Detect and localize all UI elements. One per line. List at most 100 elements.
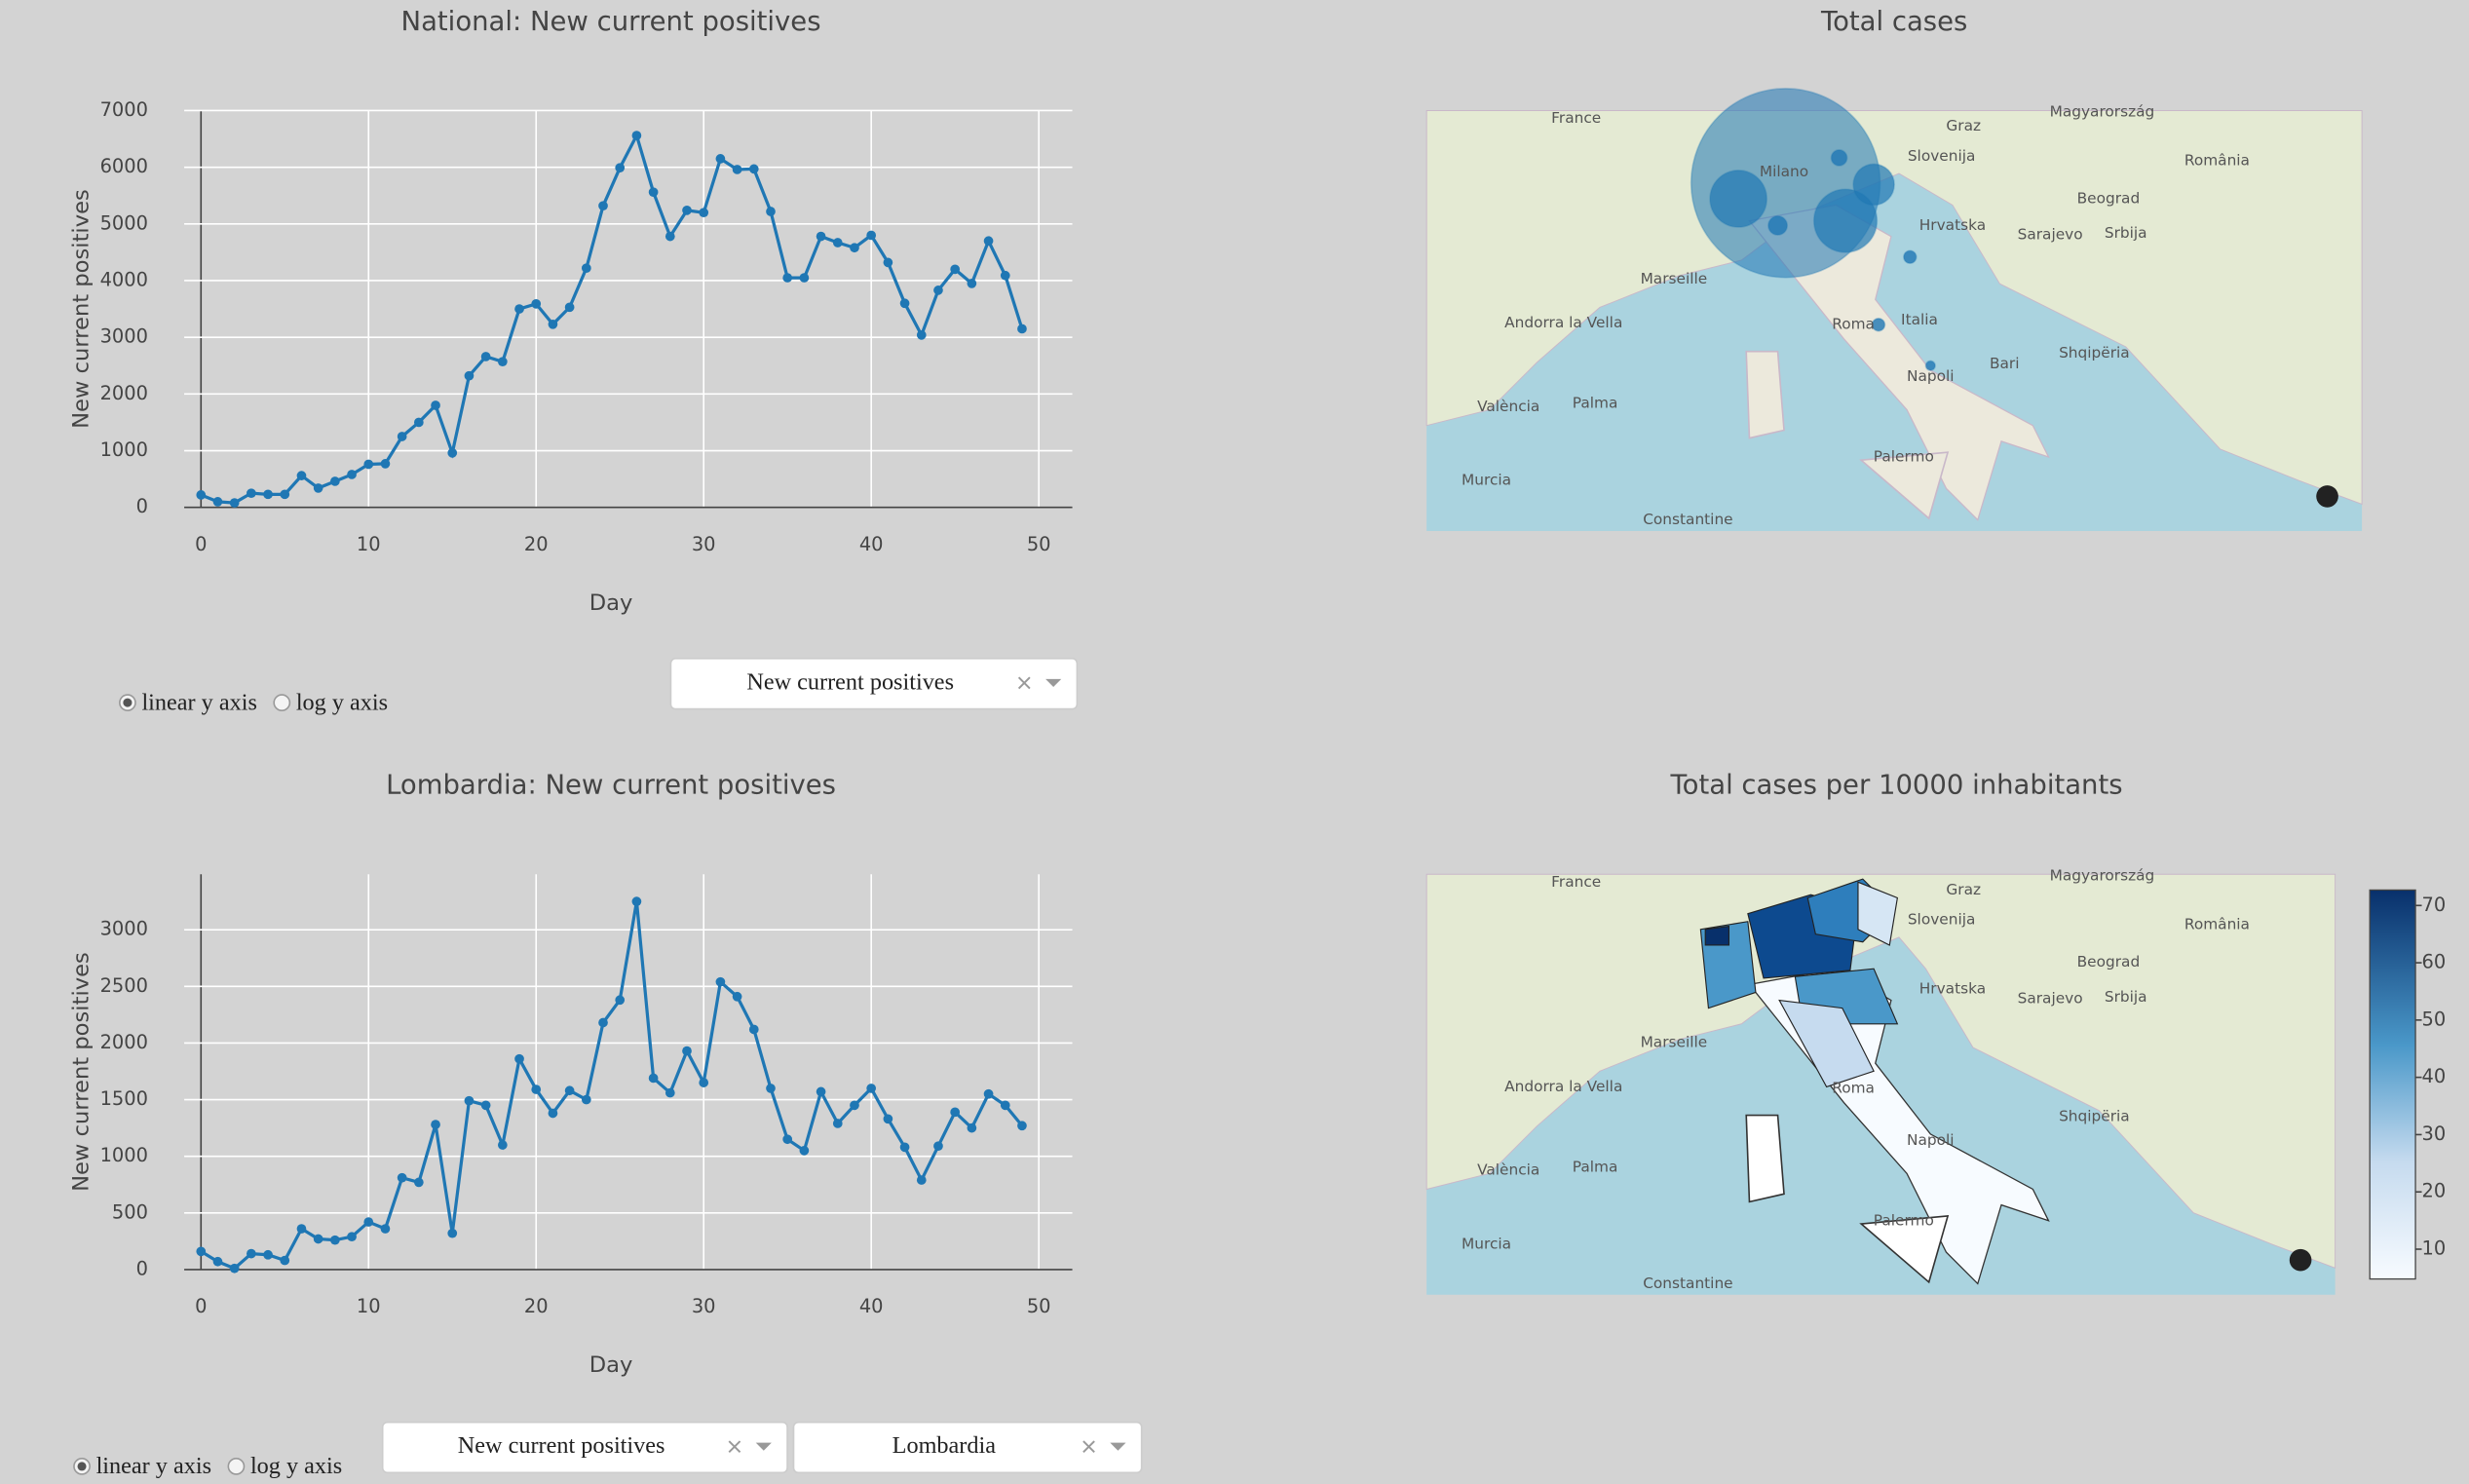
data-point [883,1114,893,1124]
data-point [866,230,877,241]
dropdown[interactable] [669,658,1079,710]
x-tick-label: 10 [357,533,381,555]
data-point [615,163,626,173]
y-tick-label: 2000 [100,382,148,404]
x-tick-label: 40 [859,533,884,555]
data-point [212,1256,223,1267]
map-label: Italia [1901,311,1938,328]
data-point [363,459,374,470]
data-point [581,263,591,274]
map-label: Slovenija [1908,147,1976,165]
radio-button[interactable] [227,1458,246,1475]
x-tick-label: 30 [692,1295,716,1317]
data-point [464,370,475,381]
clear-icon [1017,676,1031,690]
data-point [699,208,709,218]
data-point [748,1024,759,1035]
data-point [431,400,440,410]
dropdown-value[interactable]: New current positives [746,668,954,695]
data-point [514,1053,524,1064]
map-label: Roma [1832,1080,1875,1097]
x-tick-label: 50 [1027,533,1051,555]
x-tick-label: 20 [524,533,549,555]
map-label: Slovenija [1908,911,1976,929]
map-label: Magyarország [2050,866,2155,884]
map-title: Total cases [1820,7,1967,37]
map-label: Hrvatska [1919,216,1986,234]
map-bubble [1871,317,1886,332]
caret-icon [755,1442,772,1451]
clear-icon [728,1440,741,1454]
data-point [665,1087,675,1098]
y-tick-label: 0 [136,1257,148,1279]
map-label: Hrvatska [1919,980,1986,998]
data-point [682,1046,692,1056]
data-point [212,497,223,507]
map-label: Bari [1990,355,2020,372]
x-tick-label: 40 [859,1295,884,1317]
x-tick-label: 20 [524,1295,549,1317]
info-icon[interactable] [2289,1248,2312,1272]
info-icon[interactable] [2316,485,2338,508]
dropdown-value[interactable]: Lombardia [893,1432,997,1459]
radio-label[interactable]: linear y axis [141,689,256,715]
map-title: Total cases per 10000 inhabitants [1670,771,2123,801]
data-point [916,1175,927,1185]
data-point [816,1086,826,1097]
chart-title: Lombardia: New current positives [386,771,836,801]
radio-dot [77,1462,87,1471]
radio-label[interactable]: linear y axis [96,1453,211,1479]
radio-label[interactable]: log y axis [296,689,388,715]
data-point [397,432,407,441]
data-point [631,131,642,140]
data-point [799,1145,810,1156]
map-label: France [1551,109,1601,127]
map-label: Palermo [1874,447,1934,465]
data-point [548,319,558,329]
data-point [229,498,240,508]
y-tick-label: 2500 [100,974,148,997]
data-point [648,187,659,198]
map-label: Andorra la Vella [1504,1078,1622,1095]
data-point [699,1078,709,1087]
data-point [598,201,608,211]
y-tick-label: 3000 [100,918,148,940]
dropdown-value[interactable]: New current positives [458,1432,665,1459]
map-label: Constantine [1643,1275,1732,1292]
data-point [899,298,910,309]
map-label: France [1551,873,1601,891]
data-point [347,1232,357,1242]
map-sicily [1859,1215,1950,1284]
radio-label[interactable]: log y axis [250,1453,342,1479]
map-label: Roma [1832,316,1875,333]
series-line [200,131,1024,505]
map-bubble [1903,249,1918,265]
data-point [732,165,742,174]
data-point [782,273,793,283]
data-point [648,1073,659,1084]
data-point [850,1100,859,1111]
map-label: Marseille [1641,1034,1708,1051]
data-point [196,490,207,500]
data-point [531,298,542,309]
colorbar-tick-label: 60 [2422,951,2447,973]
data-point [916,329,927,340]
data-point [766,1084,776,1093]
data-point [1017,323,1027,334]
colorbar-tick-label: 50 [2422,1008,2447,1030]
y-tick-label: 1000 [100,1144,148,1166]
radio-button[interactable] [273,694,291,711]
data-point [832,1119,843,1128]
map-label: Beograd [2077,189,2141,207]
map-region [1778,999,1875,1088]
caret-icon [1045,678,1062,687]
data-point [1000,270,1010,281]
y-tick-label: 2000 [100,1031,148,1053]
map-label: Constantine [1643,511,1732,528]
data-point [883,257,893,268]
data-point [397,1172,407,1183]
dropdown[interactable] [381,1421,788,1474]
dropdown[interactable] [792,1421,1143,1474]
y-tick-label: 5000 [100,211,148,234]
